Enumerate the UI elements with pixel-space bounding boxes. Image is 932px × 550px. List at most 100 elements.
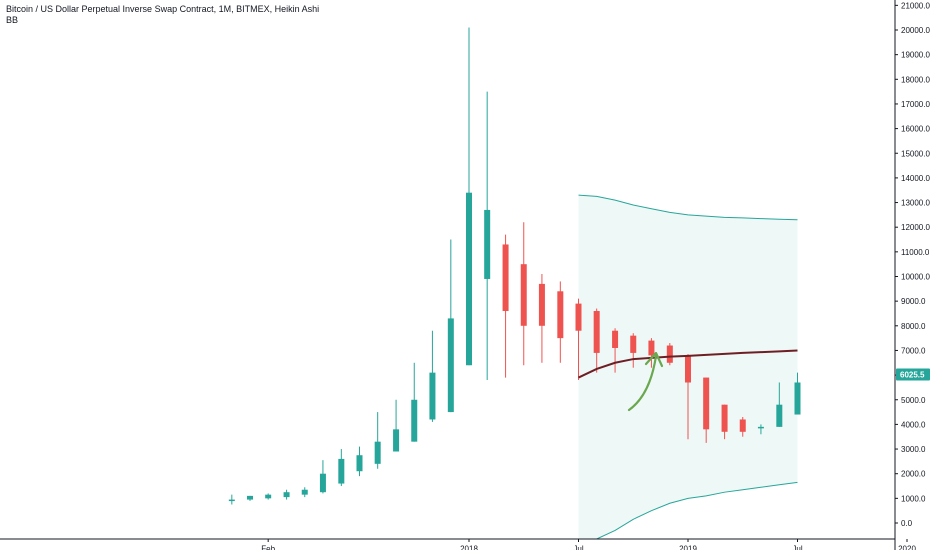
candle[interactable] [721, 404, 728, 440]
candle[interactable] [630, 333, 637, 368]
candle[interactable] [557, 281, 564, 363]
candle[interactable] [374, 412, 381, 469]
price-tick-label: 11000.0 [901, 248, 930, 257]
candle-body [283, 492, 290, 498]
candle-body [575, 303, 582, 331]
time-tick-label: 2020 [898, 545, 916, 550]
price-tick-label: 17000.0 [901, 100, 930, 109]
candle[interactable] [593, 308, 600, 373]
candle[interactable] [520, 222, 527, 366]
candle-body [538, 283, 545, 326]
candle[interactable] [757, 424, 764, 435]
price-tick-label: 5000.0 [901, 396, 926, 405]
price-tick-label: 19000.0 [901, 51, 930, 60]
candle[interactable] [265, 493, 272, 500]
candle-body [776, 404, 783, 427]
time-tick-label: Feb [261, 545, 275, 550]
price-tick-label: 12000.0 [901, 223, 930, 232]
price-tick-label: 16000.0 [901, 125, 930, 134]
candle[interactable] [411, 362, 418, 442]
candle-body [411, 399, 418, 442]
candle-body [648, 340, 655, 356]
candle[interactable] [429, 330, 436, 422]
price-tick-label: 21000.0 [901, 1, 930, 10]
price-tick-label: 14000.0 [901, 174, 930, 183]
candle-body [228, 499, 235, 502]
candle-body [338, 458, 345, 484]
chart-legend: Bitcoin / US Dollar Perpetual Inverse Sw… [6, 4, 319, 26]
candle[interactable] [739, 417, 746, 437]
time-tick-label: 2019 [679, 545, 697, 550]
candle-body [757, 426, 764, 429]
candle-body [502, 244, 509, 312]
candle[interactable] [283, 489, 290, 500]
candle-body [557, 291, 564, 339]
candle-body [593, 311, 600, 353]
candle-body [319, 473, 326, 493]
candle[interactable] [703, 377, 710, 443]
candle[interactable] [612, 328, 619, 373]
candle-body [612, 330, 619, 348]
indicator-label[interactable]: BB [6, 15, 19, 25]
symbol-title[interactable]: Bitcoin / US Dollar Perpetual Inverse Sw… [6, 4, 320, 14]
candle[interactable] [666, 343, 673, 366]
candle-body [739, 419, 746, 432]
time-tick-label: 2018 [460, 545, 478, 550]
price-tick-label: 0.0 [901, 519, 913, 528]
candle-body [666, 345, 673, 363]
candle[interactable] [393, 399, 400, 452]
price-tick-label: 9000.0 [901, 297, 926, 306]
candle[interactable] [356, 446, 363, 477]
candle-body [685, 355, 691, 383]
bollinger-lower-line [578, 481, 798, 540]
candle[interactable] [447, 239, 454, 413]
bollinger-basis-line [578, 349, 798, 379]
time-tick-label: Jul [573, 545, 583, 550]
candle[interactable] [538, 274, 545, 363]
candle-body [721, 404, 728, 432]
price-tick-label: 2000.0 [901, 470, 926, 479]
candle[interactable] [685, 354, 691, 440]
candle[interactable] [794, 372, 801, 415]
candle[interactable] [484, 91, 491, 381]
candle[interactable] [466, 27, 472, 366]
price-tick-label: 18000.0 [901, 75, 930, 84]
candle[interactable] [319, 460, 326, 494]
time-axis[interactable]: Feb2018Jul2019Jul2020Jul2021Jul [0, 538, 932, 550]
price-tick-label: 4000.0 [901, 420, 926, 429]
candle[interactable] [502, 234, 509, 378]
price-tick-label: 10000.0 [901, 273, 930, 282]
candle-body [301, 489, 308, 495]
time-tick-label: Jul [792, 545, 802, 550]
price-axis[interactable]: 0.01000.02000.03000.04000.05000.06000.07… [894, 0, 930, 550]
price-tick-label: 20000.0 [901, 26, 930, 35]
candle-body [374, 441, 381, 464]
candle[interactable] [301, 487, 308, 498]
candle-body [466, 192, 472, 366]
candle[interactable] [228, 494, 235, 505]
candlestick-series [228, 27, 801, 505]
forecast-arrow [627, 351, 664, 412]
candle-body [703, 377, 710, 430]
price-tick-label: 15000.0 [901, 149, 930, 158]
candle-body [520, 264, 527, 326]
candle-body [247, 495, 253, 500]
price-tick-label: 8000.0 [901, 322, 926, 331]
price-tick-label: 1000.0 [901, 494, 926, 503]
arrow-head-icon [644, 351, 664, 368]
candle-body [447, 318, 454, 413]
candle[interactable] [776, 382, 783, 427]
candle[interactable] [338, 449, 345, 487]
candle[interactable] [247, 495, 253, 501]
price-tick-label: 3000.0 [901, 445, 926, 454]
last-price-value: 6025.5 [900, 370, 925, 379]
bollinger-upper-line [578, 194, 798, 221]
price-tick-label: 7000.0 [901, 346, 926, 355]
candle[interactable] [575, 298, 582, 381]
candle-body [429, 372, 436, 420]
candle[interactable] [648, 338, 655, 368]
last-price-tag: 6025.5 [896, 368, 930, 381]
price-tick-label: 13000.0 [901, 199, 930, 208]
candle-body [265, 494, 272, 499]
